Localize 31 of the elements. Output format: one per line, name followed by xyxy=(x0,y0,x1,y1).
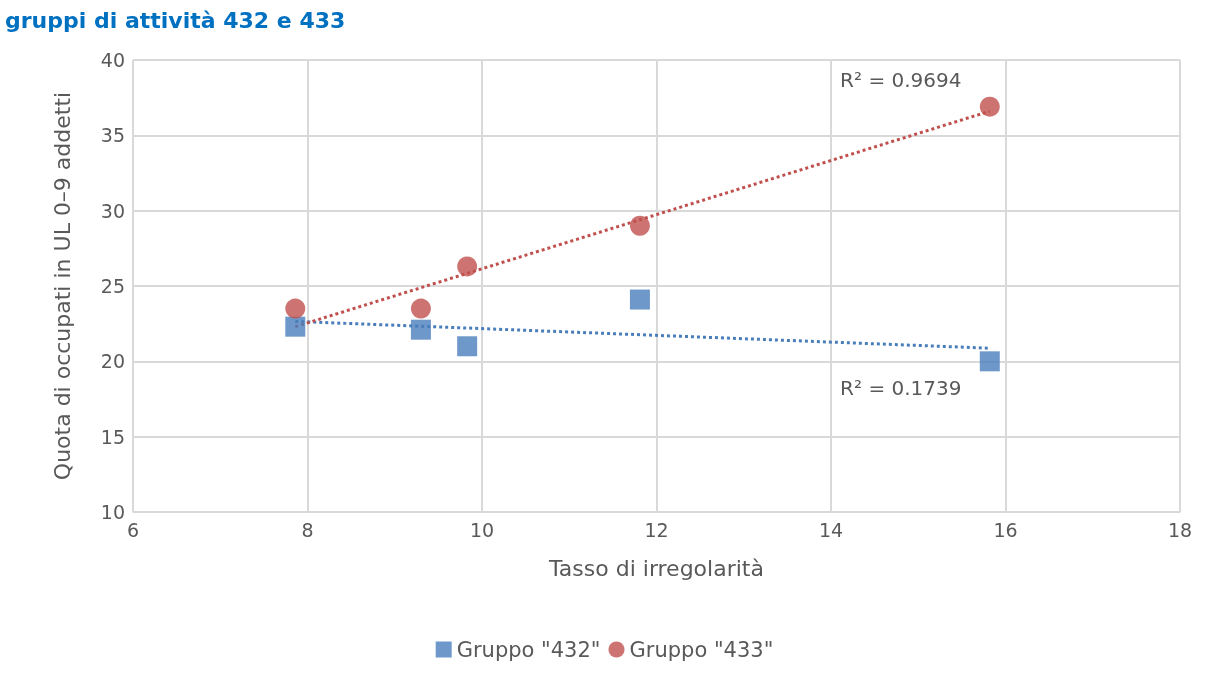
x-tick-label: 14 xyxy=(818,518,844,541)
point xyxy=(285,298,306,319)
y-tick-label: 25 xyxy=(100,275,125,297)
y-tick-label: 10 xyxy=(100,501,125,523)
y-tick-label: 40 xyxy=(100,49,125,71)
point xyxy=(457,256,478,277)
legend-label: Gruppo "433" xyxy=(629,637,774,662)
y-tick-label: 20 xyxy=(100,350,125,373)
y-axis-title: Quota di occupati in UL 0–9 addetti xyxy=(49,91,75,481)
point xyxy=(979,96,1000,117)
x-tick-label: 6 xyxy=(126,518,140,541)
y-tick-label: 15 xyxy=(100,425,125,448)
point xyxy=(629,289,650,310)
y-tick-label: 30 xyxy=(100,199,125,222)
point xyxy=(285,316,306,337)
point xyxy=(410,298,431,319)
chart-title: gruppi di attività 432 e 433 xyxy=(5,7,346,33)
legend-label: Gruppo "432" xyxy=(456,637,601,662)
y-tick-label: 35 xyxy=(100,124,125,147)
point xyxy=(457,336,478,357)
point xyxy=(629,215,650,236)
x-tick-label: 10 xyxy=(469,518,495,541)
point xyxy=(979,351,1000,372)
x-tick-label: 18 xyxy=(1167,518,1193,541)
x-tick-label: 8 xyxy=(301,518,314,541)
point xyxy=(410,319,431,340)
x-tick-label: 12 xyxy=(644,518,669,541)
x-axis-title: Tasso di irregolarità xyxy=(548,555,764,581)
x-tick-label: 16 xyxy=(993,518,1018,541)
annotation: R² = 0.1739 xyxy=(840,376,962,401)
annotation: R² = 0.9694 xyxy=(840,67,962,92)
